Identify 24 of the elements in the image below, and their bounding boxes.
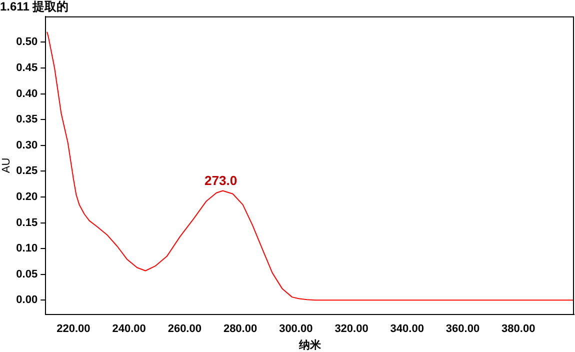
- x-tick-label: 280.00: [223, 323, 258, 336]
- x-tick-label: 380.00: [502, 323, 536, 336]
- x-tick-label: 300.00: [279, 323, 313, 336]
- x-tick-label: 240.00: [112, 323, 146, 336]
- x-tick-label: 220.00: [56, 323, 90, 336]
- y-tick-label: 0.10: [16, 242, 38, 255]
- y-tick-label: 0.05: [16, 268, 38, 280]
- y-tick-label: 0.25: [16, 165, 38, 178]
- x-tick-label: 320.00: [334, 323, 368, 336]
- x-tick-label: 260.00: [168, 323, 202, 336]
- y-tick-label: 0.00: [16, 294, 38, 306]
- x-tick-label: 340.00: [390, 323, 424, 336]
- chart-title: 1.611 提取的: [0, 0, 69, 14]
- y-tick-label: 0.30: [16, 139, 38, 152]
- x-tick-label: 360.00: [446, 323, 480, 336]
- y-tick-label: 0.20: [16, 191, 38, 203]
- annotation: 273.0: [204, 172, 238, 188]
- y-tick-label: 0.40: [16, 88, 38, 100]
- x-axis-title: 纳米: [298, 338, 322, 352]
- y-tick-label: 0.15: [16, 216, 38, 229]
- y-tick-label: 0.35: [16, 114, 38, 126]
- y-tick-label: 0.45: [16, 62, 38, 74]
- y-axis-title: AU: [0, 158, 13, 174]
- y-tick-label: 0.50: [16, 36, 38, 48]
